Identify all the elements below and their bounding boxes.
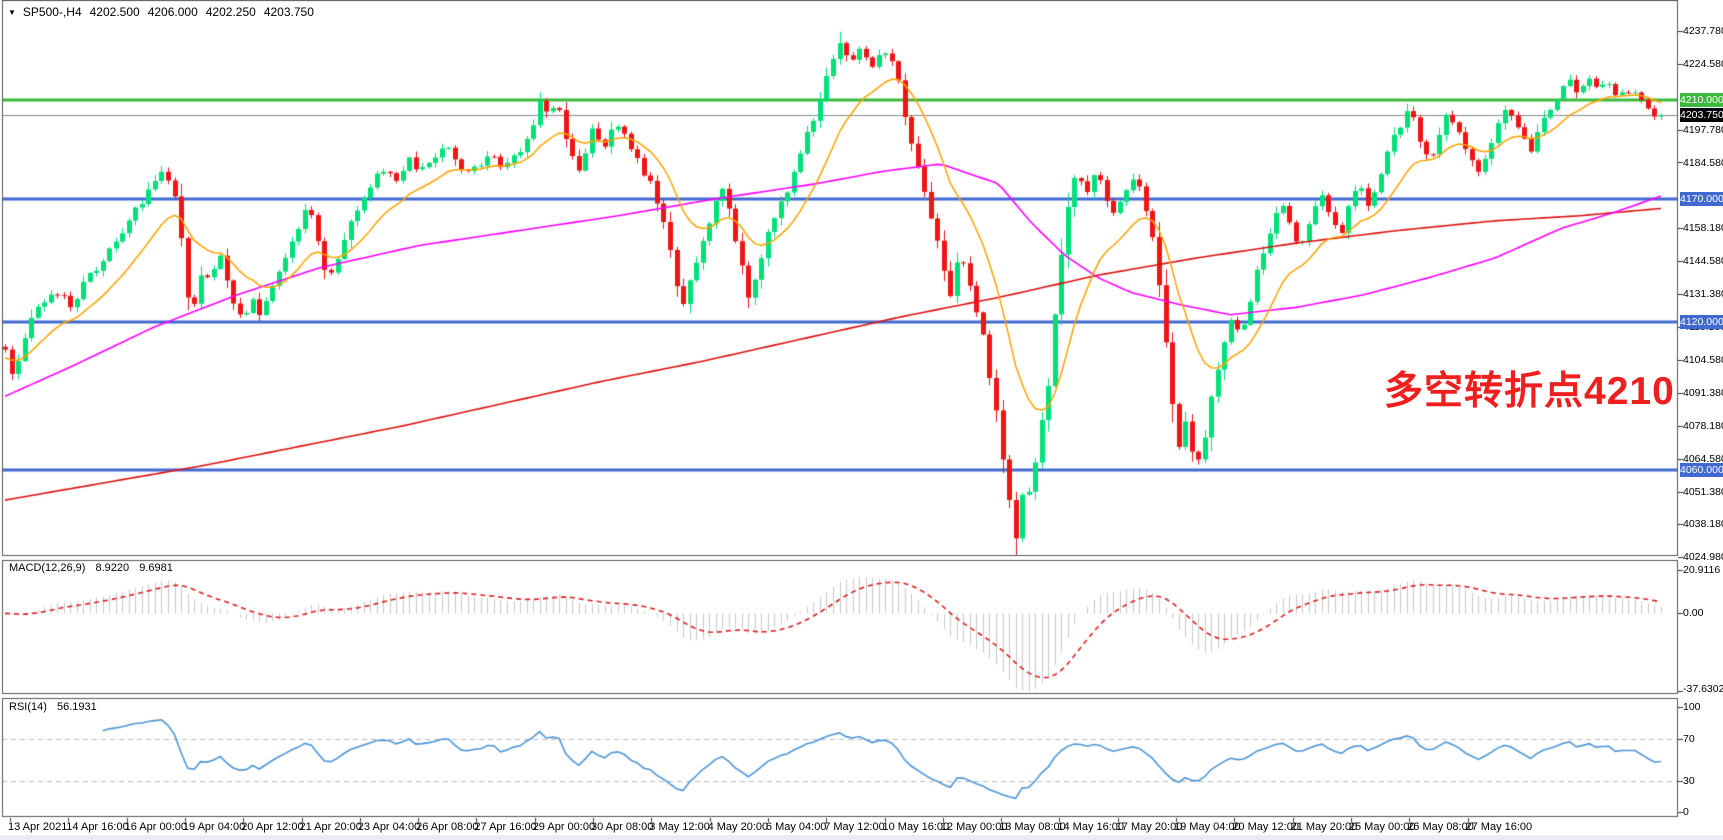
time-axis-label: 13 May 08:00	[999, 821, 1066, 833]
price-axis-label: 4237.780	[1683, 25, 1723, 37]
price-axis-label: 4024.980	[1683, 551, 1723, 563]
macd-axis-zero-label: 0.00	[1683, 607, 1704, 620]
price-level-badge: 4210.000	[1680, 92, 1723, 107]
price-level-badge: 4170.000	[1680, 191, 1723, 206]
price-axis-label: 4131.380	[1683, 288, 1723, 300]
ohlc-close-value: 4203.750	[263, 5, 314, 19]
time-axis-label: 19 May 04:00	[1174, 821, 1241, 833]
macd-axis-min-label: -37.6302	[1683, 683, 1723, 696]
window-bottom-strip	[0, 835, 1723, 840]
price-axis-label: 4038.180	[1683, 518, 1723, 531]
symbol-dropdown-icon[interactable]: ▼	[8, 7, 16, 17]
chart-title-bar: ▼ SP500-,H4 4202.500 4206.000 4202.250 4…	[8, 5, 314, 19]
rsi-axis-label: 0	[1683, 806, 1689, 818]
price-axis-label: 4197.780	[1683, 123, 1723, 136]
time-axis-label: 26 Apr 08:00	[416, 821, 479, 833]
price-level-badge: 4203.750	[1680, 108, 1723, 123]
time-axis-label: 4 May 20:00	[707, 821, 769, 833]
time-axis-label: 27 Apr 16:00	[474, 821, 537, 833]
time-axis-label: 20 May 12:00	[1232, 821, 1299, 833]
time-axis-label: 6 May 04:00	[765, 821, 827, 833]
annotation-text: 多空转折点4210	[1384, 370, 1675, 413]
time-axis-label: 14 May 16:00	[1057, 821, 1125, 833]
time-axis-label: 7 May 12:00	[824, 821, 885, 833]
macd-name: MACD(12,26,9)	[9, 562, 86, 574]
price-axis-label: 4158.180	[1683, 221, 1723, 234]
time-axis-label: 26 May 08:00	[1407, 821, 1474, 833]
rsi-value: 56.1931	[56, 701, 97, 713]
price-axis-label: 4224.580	[1683, 57, 1723, 70]
price-axis-label: 4051.380	[1683, 485, 1723, 498]
price-axis-label: 4184.580	[1683, 156, 1723, 169]
time-axis-label: 21 May 20:00	[1290, 821, 1358, 833]
time-axis-label: 29 Apr 00:00	[532, 821, 596, 833]
time-axis-label: 13 Apr 2021	[8, 821, 68, 833]
time-axis-label: 23 Apr 04:00	[357, 821, 421, 833]
price-level-badge: 4060.000	[1680, 463, 1723, 478]
macd-indicator-label: MACD(12,26,9) 8.9220 9.6981	[9, 562, 173, 574]
time-axis-label: 20 Apr 12:00	[241, 821, 304, 833]
price-axis-label: 4078.180	[1683, 419, 1723, 432]
time-axis-label: 3 May 12:00	[649, 821, 710, 833]
macd-main-value: 8.9220	[95, 562, 130, 574]
macd-axis-max-label: 20.9116	[1683, 564, 1721, 577]
time-axis-label: 16 Apr 00:00	[124, 821, 187, 833]
rsi-name: RSI(14)	[9, 701, 47, 713]
price-axis-label: 4091.380	[1683, 386, 1723, 399]
rsi-axis-label: 100	[1683, 701, 1701, 713]
rsi-axis-label: 70	[1683, 732, 1695, 745]
time-axis-label: 21 Apr 20:00	[299, 821, 362, 833]
ohlc-open-value: 4202.500	[89, 5, 140, 19]
time-axis-label: 14 Apr 16:00	[66, 821, 129, 833]
time-axis-label: 12 May 00:00	[940, 821, 1008, 833]
price-level-badge: 4120.000	[1680, 315, 1723, 330]
time-axis-label: 27 May 16:00	[1465, 821, 1533, 833]
time-axis-label: 25 May 00:00	[1348, 821, 1416, 833]
price-axis-label: 4144.580	[1683, 255, 1723, 268]
time-axis-label: 10 May 16:00	[882, 821, 950, 833]
price-axis-label: 4104.580	[1683, 354, 1723, 367]
macd-signal-value: 9.6981	[139, 562, 173, 574]
ohlc-low-value: 4202.250	[205, 5, 256, 19]
ohlc-high-value: 4206.000	[147, 5, 198, 19]
time-axis-label: 17 May 20:00	[1115, 821, 1183, 833]
time-axis-label: 19 Apr 04:00	[182, 821, 246, 833]
symbol-timeframe-label: SP500-,H4	[22, 5, 82, 19]
price-axis-label: 4064.580	[1683, 453, 1723, 466]
rsi-indicator-label: RSI(14) 56.1931	[9, 701, 97, 713]
rsi-axis-label: 30	[1683, 774, 1695, 787]
time-axis-label: 30 Apr 08:00	[591, 821, 654, 833]
